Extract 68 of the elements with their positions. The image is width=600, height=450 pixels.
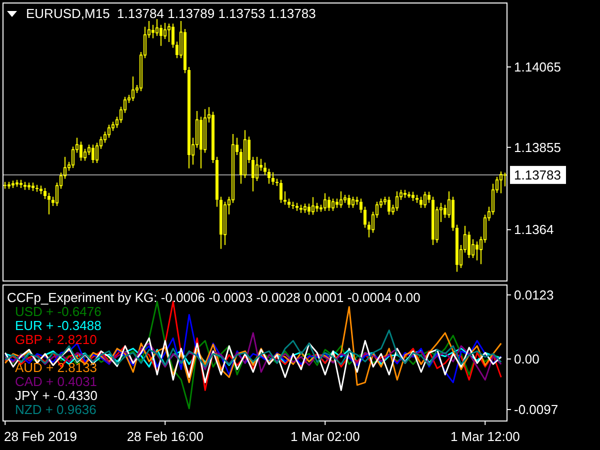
y-tick-label: 1.14065 xyxy=(514,60,561,74)
y-tick-label: -0.0097 xyxy=(514,402,558,418)
candlestick xyxy=(296,202,298,212)
y-tick-label: 1.1364 xyxy=(514,222,554,238)
candlestick xyxy=(428,191,430,204)
candlestick xyxy=(224,201,226,246)
candlestick xyxy=(172,23,174,48)
series-label: GBP + 2.8210 xyxy=(15,332,97,347)
chart-title: EURUSD,M15 1.13784 1.13789 1.13753 1.13783 xyxy=(26,6,316,21)
candlestick xyxy=(44,187,46,200)
y-tick-label: 1.13855 xyxy=(514,140,561,155)
candlestick xyxy=(348,194,350,208)
candlestick xyxy=(360,198,362,214)
candlestick xyxy=(492,183,494,216)
candlestick xyxy=(80,141,82,162)
text: NZD + 0.9636 xyxy=(15,402,96,417)
candlestick xyxy=(312,196,314,216)
x-tick-label: 1 Mar 12:00 xyxy=(450,429,520,444)
candlestick xyxy=(152,24,154,39)
candlestick xyxy=(160,24,162,46)
candlestick xyxy=(308,203,310,216)
candlestick xyxy=(220,196,222,250)
candlestick xyxy=(188,66,190,169)
candlestick xyxy=(24,181,26,190)
series-label: JPY + -0.4330 xyxy=(15,388,98,403)
candlestick xyxy=(252,156,254,192)
candlestick xyxy=(416,194,418,204)
text: USD + -0.6476 xyxy=(15,304,102,319)
ref-line-label: 1.13783 xyxy=(514,167,561,182)
candlestick xyxy=(432,196,434,246)
candlestick xyxy=(40,185,42,195)
x-tick-label: 28 Feb 16:00 xyxy=(126,429,204,444)
candlestick xyxy=(420,196,422,208)
candlestick xyxy=(504,172,506,187)
candlestick xyxy=(272,172,274,186)
candlestick xyxy=(48,192,50,215)
candlestick xyxy=(288,198,290,208)
candlestick xyxy=(184,28,186,74)
candlestick xyxy=(316,202,318,212)
candlestick xyxy=(336,198,338,208)
candlestick xyxy=(280,179,282,204)
candlestick xyxy=(412,191,414,202)
candlestick xyxy=(92,144,94,164)
candlestick xyxy=(264,162,266,176)
candlestick xyxy=(364,206,366,228)
candlestick xyxy=(216,156,218,208)
candlestick xyxy=(200,116,202,169)
chart-title: CCFp_Experiment by KG: -0.0006 -0.0003 -0.0028 0.0001 -0.0004 0.00 xyxy=(7,290,420,305)
candlestick xyxy=(300,204,302,214)
candlestick xyxy=(212,111,214,164)
x-tick-label: 1 Mar 02:00 xyxy=(290,429,360,444)
candlestick xyxy=(404,189,406,198)
candlestick xyxy=(268,168,270,184)
series-label: EUR + -0.3488 xyxy=(15,318,102,333)
series-label: AUD + 2.8133 xyxy=(15,360,98,375)
x-tick-label: 28 Feb 2019 xyxy=(4,429,78,444)
candlestick xyxy=(468,231,470,259)
candlestick xyxy=(36,184,38,192)
candlestick xyxy=(456,224,458,272)
candlestick xyxy=(452,196,454,232)
y-tick-label: 0.0123 xyxy=(514,287,554,302)
candlestick xyxy=(32,182,34,192)
y-tick-label: 0.00 xyxy=(514,352,540,367)
candlestick xyxy=(20,179,22,188)
candlestick xyxy=(328,196,330,212)
candlestick xyxy=(476,241,478,261)
series-label: CAD + 0.4031 xyxy=(15,374,98,389)
candlestick xyxy=(388,196,390,216)
